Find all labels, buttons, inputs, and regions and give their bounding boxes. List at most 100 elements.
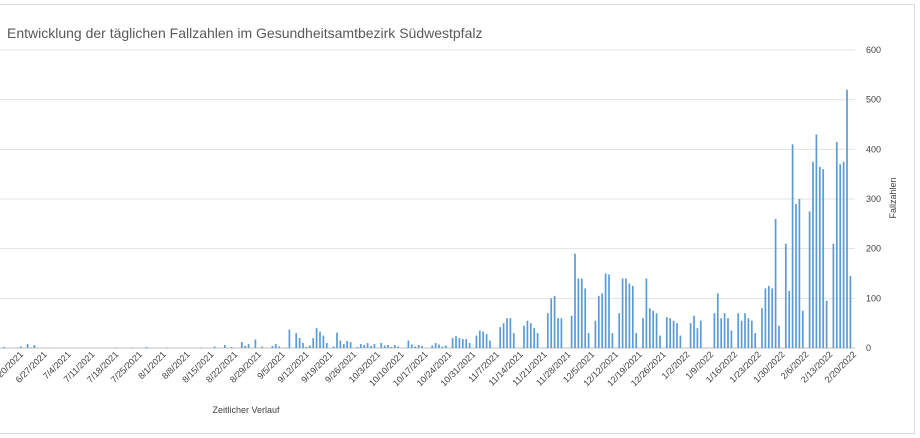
bar <box>628 283 631 348</box>
bar <box>502 323 505 348</box>
bar <box>648 308 651 348</box>
bar <box>2 347 5 348</box>
bar <box>455 336 457 348</box>
bar <box>604 273 607 348</box>
bar <box>213 346 216 348</box>
bar <box>325 343 328 348</box>
bar <box>468 343 471 348</box>
bar <box>659 335 661 348</box>
bar <box>625 278 627 348</box>
bar <box>798 199 801 348</box>
bar <box>611 333 614 348</box>
bar <box>842 161 845 348</box>
bar <box>261 346 264 348</box>
bar <box>608 274 610 348</box>
bar <box>407 340 410 348</box>
x-tick-labels: 6/13/20216/20/20216/27/20217/4/20217/11/… <box>0 349 858 388</box>
bar <box>223 345 226 348</box>
bar <box>550 298 553 348</box>
bar <box>744 313 746 348</box>
bar <box>774 218 777 348</box>
bar <box>523 325 525 348</box>
bar <box>444 345 447 348</box>
bar <box>795 203 797 348</box>
bar <box>305 347 308 348</box>
bar <box>431 345 434 348</box>
bar <box>33 345 36 348</box>
y-tick-labels: 0 100 200 300 400 500 600 <box>866 45 881 353</box>
bar <box>825 300 828 348</box>
bar <box>482 331 485 348</box>
bar <box>652 310 655 348</box>
bar <box>699 320 702 348</box>
bar <box>526 320 529 348</box>
bar <box>271 346 274 348</box>
bar <box>557 318 559 348</box>
bar <box>363 345 366 348</box>
bar <box>438 344 440 348</box>
bar <box>740 320 743 348</box>
bar <box>434 343 437 348</box>
bar <box>19 346 22 348</box>
bar <box>672 320 675 348</box>
bar <box>835 141 838 348</box>
bar <box>587 333 590 348</box>
bar <box>465 339 468 348</box>
bar <box>618 313 621 348</box>
bar <box>349 342 352 348</box>
bar <box>417 345 420 348</box>
bar <box>461 339 464 348</box>
bar <box>451 338 454 348</box>
bar <box>475 335 478 348</box>
bar <box>669 318 672 348</box>
bar <box>383 345 386 348</box>
bar <box>696 328 699 348</box>
bar <box>336 332 338 348</box>
bar <box>393 345 396 348</box>
bar <box>302 343 304 348</box>
bar <box>713 313 716 348</box>
bar <box>308 345 311 348</box>
bar <box>441 346 444 348</box>
y-tick-label: 0 <box>866 343 871 353</box>
chart-title: Entwicklung der täglichen Fallzahlen im … <box>7 25 483 41</box>
bar <box>298 338 301 348</box>
bar <box>818 166 821 348</box>
bar <box>322 335 325 348</box>
bar <box>373 344 376 348</box>
bar <box>414 346 417 348</box>
y-tick-label: 100 <box>866 293 881 303</box>
bar <box>387 345 389 348</box>
bar <box>533 328 536 348</box>
bar <box>570 315 573 348</box>
bar <box>689 323 692 348</box>
bar <box>750 320 753 348</box>
bar <box>716 293 719 348</box>
bar <box>645 278 648 348</box>
bar <box>849 275 852 348</box>
bar <box>512 333 515 348</box>
bar <box>580 278 583 348</box>
y-tick-label: 500 <box>866 95 881 105</box>
bar <box>254 339 257 348</box>
bar <box>693 315 695 348</box>
bar <box>489 340 491 348</box>
bar <box>390 347 393 348</box>
y-axis-title: Fallzahlen <box>888 177 898 218</box>
bar <box>356 347 359 348</box>
bar <box>655 313 658 348</box>
bar <box>784 243 787 348</box>
y-tick-label: 200 <box>866 244 881 254</box>
bar <box>458 338 461 348</box>
y-tick-label: 400 <box>866 144 881 154</box>
bar <box>747 318 750 348</box>
bar <box>846 89 848 348</box>
bar <box>808 211 811 348</box>
bar <box>380 343 383 348</box>
bar <box>240 342 243 348</box>
bar <box>679 335 682 348</box>
bar <box>421 346 423 348</box>
bar <box>815 134 818 348</box>
bar <box>778 325 780 348</box>
bar <box>553 295 556 348</box>
